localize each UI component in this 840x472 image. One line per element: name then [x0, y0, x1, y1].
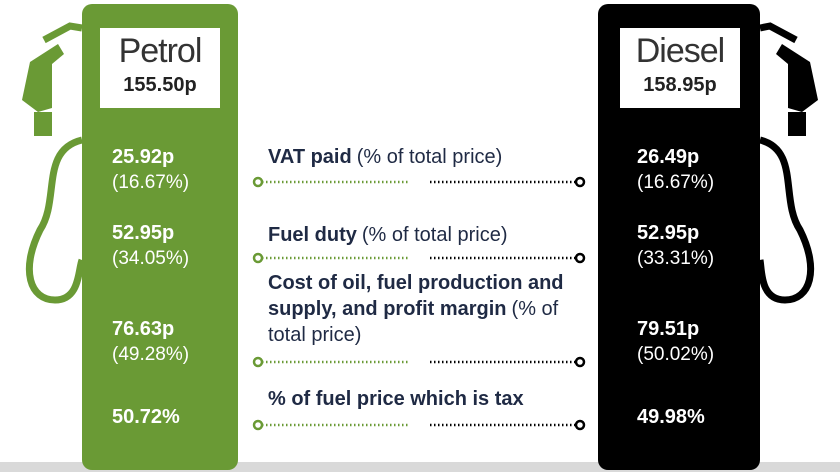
component-label: Fuel duty: [268, 224, 357, 246]
component: % of fuel price which is tax: [268, 386, 588, 412]
diesel-hose: [756, 22, 815, 304]
diesel-pump-body: [598, 4, 760, 470]
component: Cost of oil, fuel production and supply,…: [268, 270, 568, 348]
share: (34.05%): [112, 248, 190, 269]
component: VAT paid (% of total price): [268, 144, 588, 170]
component-label: Cost of oil, fuel production and supply,…: [268, 272, 564, 320]
amount: 26.49p: [637, 146, 700, 168]
component-note: (% of total price): [356, 146, 503, 168]
amount: 79.51p: [637, 318, 700, 340]
share: (50.02%): [637, 344, 715, 365]
component-label: % of fuel price which is tax: [268, 388, 524, 410]
pump-price: 155.50p: [123, 74, 197, 96]
amount: 25.92p: [112, 146, 175, 168]
connectors: [262, 180, 576, 427]
ground: [0, 462, 840, 472]
component: Fuel duty (% of total price): [268, 222, 588, 248]
pump-name: Petrol: [118, 32, 203, 70]
component-label: VAT paid: [268, 146, 352, 168]
pump-price: 158.95p: [643, 74, 717, 96]
petrol-hose: [25, 22, 86, 304]
share: (16.67%): [112, 172, 190, 193]
amount: 52.95p: [112, 222, 175, 244]
petrol-nozzle: [22, 44, 64, 136]
component-note: (% of total price): [361, 224, 508, 246]
tax-share: 49.98%: [637, 406, 705, 428]
amount: 52.95p: [637, 222, 700, 244]
connector-ends: [252, 176, 586, 431]
petrol-pump-body: [82, 4, 238, 470]
share: (16.67%): [637, 172, 715, 193]
component-note: (% of total price): [268, 298, 559, 346]
diesel-nozzle: [776, 44, 818, 136]
amount: 76.63p: [112, 318, 175, 340]
pump-name: Diesel: [635, 32, 725, 70]
tax-share: 50.72%: [112, 406, 180, 428]
share: (49.28%): [112, 344, 190, 365]
diesel-screen: [620, 28, 740, 108]
share: (33.31%): [637, 248, 715, 269]
petrol-screen: [100, 28, 220, 108]
